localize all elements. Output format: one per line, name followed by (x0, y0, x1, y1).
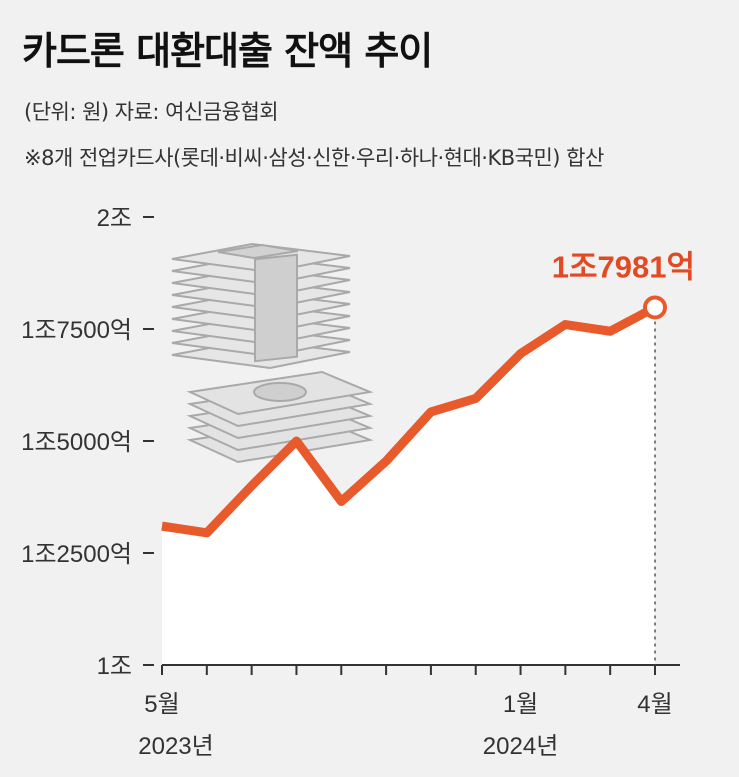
y-tick-label: 1조7500억 (21, 317, 132, 344)
x-tick-label-month: 4월 (637, 691, 672, 718)
x-tick-label-year: 2023년 (138, 733, 213, 760)
x-tick-label-year: 2024년 (483, 733, 558, 760)
last-value-label: 1조7981억 (552, 249, 695, 284)
y-tick-label: 1조2500억 (21, 541, 132, 568)
x-tick-label-month: 1월 (503, 691, 538, 718)
y-tick-label: 1조5000억 (21, 429, 132, 456)
y-tick-label: 1조 (97, 653, 132, 680)
y-tick-label: 2조 (97, 205, 132, 232)
last-data-point (643, 295, 667, 320)
footnote: ※8개 전업카드사(롯데·비씨·삼성·신한·우리·하나·현대·KB국민) 합산 (24, 146, 604, 170)
unit-source-note: (단위: 원) 자료: 여신금융협회 (24, 100, 279, 124)
series-line (161, 303, 658, 538)
money-stack-icon (171, 242, 374, 464)
x-tick-label-month: 5월 (144, 691, 179, 718)
chart-title: 카드론 대환대출 잔액 추이 (22, 29, 433, 73)
area-fill (162, 307, 655, 665)
